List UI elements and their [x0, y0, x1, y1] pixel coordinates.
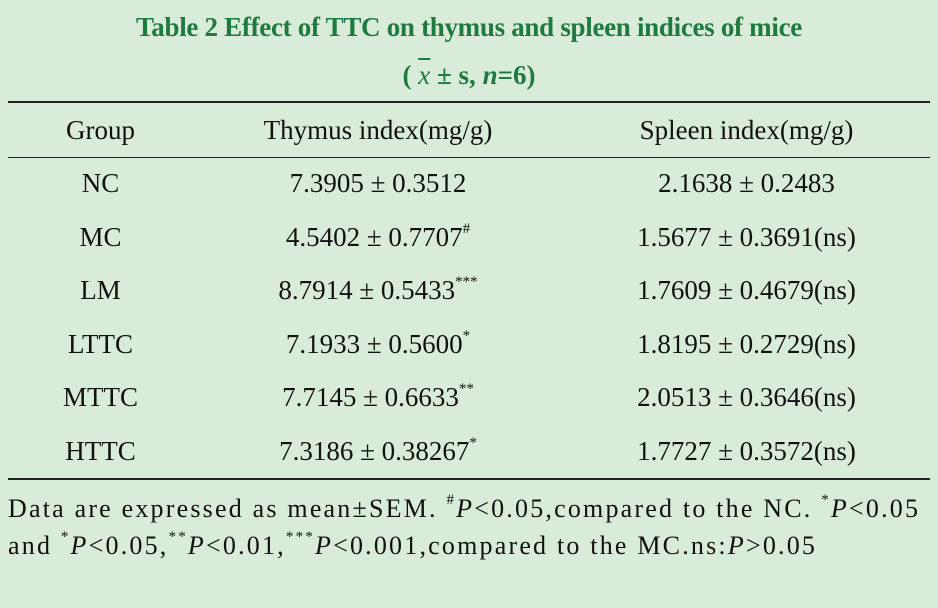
significance-mark: **	[458, 381, 474, 398]
cell-spleen: 2.1638 ± 0.2483	[658, 168, 835, 199]
cell-group: MTTC	[62, 382, 138, 413]
cell-spleen: 2.0513 ± 0.3646(ns)	[637, 382, 856, 413]
table-row: LTTC 7.1933 ± 0.5600* 1.8195 ± 0.2729(ns…	[8, 318, 930, 372]
footnote-p: P	[830, 494, 850, 523]
footnote-mark: **	[168, 529, 188, 545]
table-row: LM 8.7914 ± 0.5433*** 1.7609 ± 0.4679(ns…	[8, 264, 930, 318]
thymus-value: 7.3905 ± 0.3512	[289, 168, 467, 199]
cell-group: LM	[80, 275, 121, 306]
thymus-value: 7.7145 ± 0.6633	[282, 382, 459, 413]
table-row: MC 4.5402 ± 0.7707# 1.5677 ± 0.3691(ns)	[8, 211, 930, 265]
footnote-mark: *	[821, 492, 831, 508]
footnote-mark: *	[60, 529, 71, 545]
subtitle-open: (	[402, 60, 419, 90]
footnote-text: <0.001,compared to the MC.ns:	[333, 531, 728, 560]
footnote-p: P	[315, 531, 334, 560]
header-spleen: Spleen index(mg/g)	[639, 115, 854, 145]
cell-thymus: 7.3186 ± 0.38267*	[193, 425, 563, 479]
header-group: Group	[66, 115, 135, 145]
thymus-value: 8.7914 ± 0.5433	[278, 275, 456, 306]
footnote-text: <0.01,	[206, 531, 286, 560]
footnote-mark: #	[446, 492, 457, 508]
header-rule	[8, 157, 930, 158]
thymus-value: 7.1933 ± 0.5600	[285, 328, 463, 359]
table-title: Table 2 Effect of TTC on thymus and sple…	[136, 12, 802, 42]
subtitle-xbar: x	[418, 60, 431, 90]
footnote-p: P	[456, 494, 475, 523]
thymus-value: 7.3186 ± 0.38267	[279, 435, 470, 466]
cell-group: LTTC	[67, 328, 133, 359]
bottom-rule	[8, 478, 930, 480]
footnote-p: P	[727, 531, 746, 560]
cell-group: HTTC	[65, 435, 136, 466]
cell-spleen: 1.5677 ± 0.3691(ns)	[637, 221, 856, 252]
cell-group: MC	[79, 221, 122, 252]
footnote-text: >0.05	[745, 531, 818, 560]
significance-mark: *	[469, 434, 477, 451]
cell-spleen: 1.7609 ± 0.4679(ns)	[637, 275, 856, 306]
table-footnote: Data are expressed as mean±SEM. #P<0.05,…	[8, 490, 930, 564]
table-row: NC 7.3905 ± 0.3512 2.1638 ± 0.2483	[8, 157, 930, 211]
cell-thymus: 7.1933 ± 0.5600*	[193, 318, 563, 372]
data-table: Group Thymus index(mg/g) Spleen index(mg…	[8, 104, 930, 478]
significance-mark: #	[462, 220, 471, 237]
cell-group: NC	[81, 168, 120, 199]
footnote-p: P	[70, 531, 89, 560]
footnote-text: <0.05 and	[8, 494, 921, 560]
subtitle-middle: ± s,	[430, 60, 483, 90]
top-rule	[8, 101, 930, 103]
cell-thymus: 4.5402 ± 0.7707#	[193, 211, 563, 265]
cell-thymus: 7.3905 ± 0.3512	[193, 157, 563, 211]
significance-mark: ***	[455, 274, 478, 291]
cell-thymus: 8.7914 ± 0.5433***	[193, 264, 563, 318]
footnote-mark: ***	[285, 529, 315, 545]
cell-spleen: 1.7727 ± 0.3572(ns)	[637, 435, 856, 466]
footnote-text: Data are expressed as mean±SEM.	[8, 494, 447, 523]
footnote-text: <0.05,	[88, 531, 169, 560]
header-row: Group Thymus index(mg/g) Spleen index(mg…	[8, 104, 930, 157]
table-subtitle: ( x ± s, n=6)	[0, 60, 938, 91]
header-thymus: Thymus index(mg/g)	[263, 115, 493, 145]
table-row: MTTC 7.7145 ± 0.6633** 2.0513 ± 0.3646(n…	[8, 371, 930, 425]
footnote-p: P	[187, 531, 207, 560]
table-row: HTTC 7.3186 ± 0.38267* 1.7727 ± 0.3572(n…	[8, 425, 930, 479]
subtitle-n: n	[482, 60, 498, 90]
subtitle-close: =6)	[497, 60, 536, 90]
cell-spleen: 1.8195 ± 0.2729(ns)	[637, 328, 856, 359]
significance-mark: *	[462, 327, 471, 344]
thymus-value: 4.5402 ± 0.7707	[285, 221, 463, 252]
footnote-text: <0.05,compared to the NC.	[474, 494, 822, 523]
cell-thymus: 7.7145 ± 0.6633**	[193, 371, 563, 425]
